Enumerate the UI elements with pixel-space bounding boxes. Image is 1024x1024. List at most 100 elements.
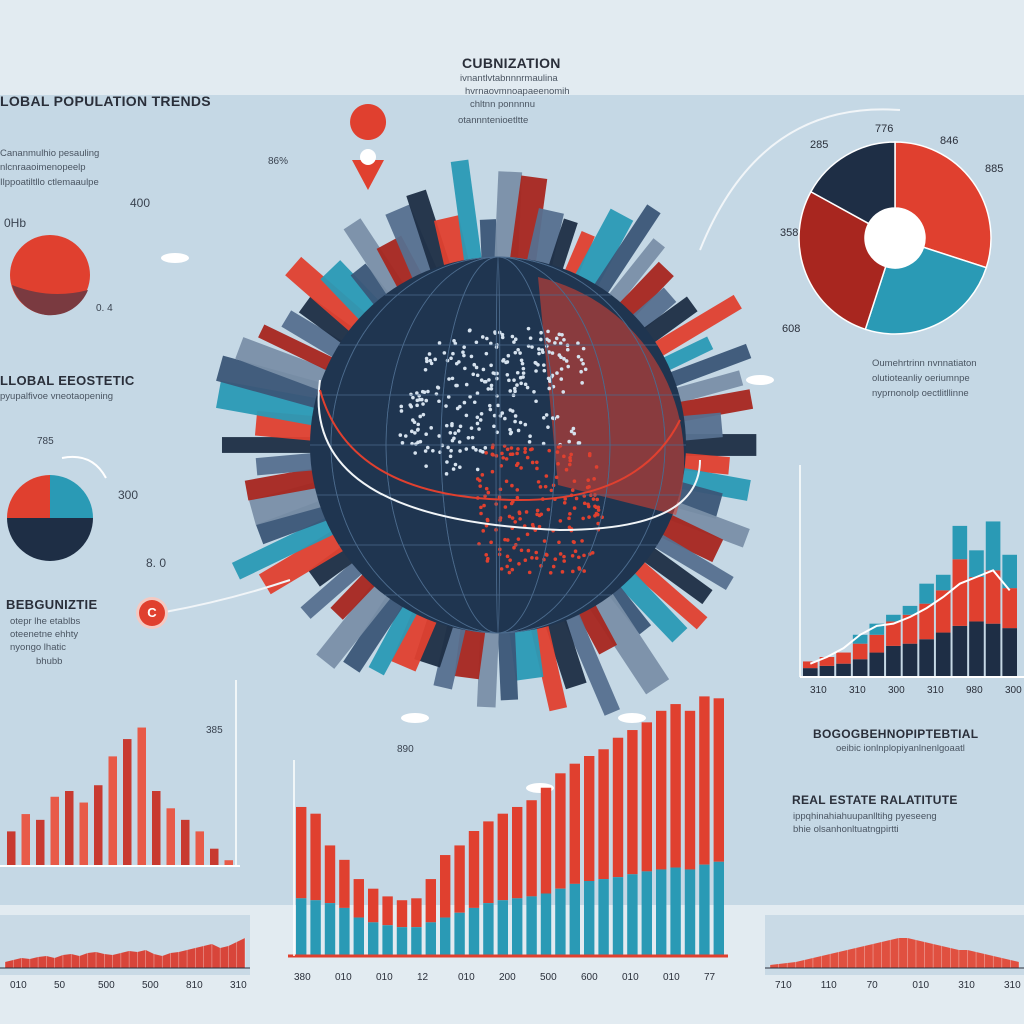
center-bar-teal xyxy=(555,888,566,956)
globe-dot xyxy=(587,515,591,519)
skyline-building xyxy=(343,593,405,673)
pin-icon xyxy=(352,160,384,190)
bottom-left-area-strip: 010 50 500 500 810 310 xyxy=(0,938,250,991)
globe-dot xyxy=(562,454,566,459)
pie-connector xyxy=(61,456,107,479)
real-blurb-1: ippqhinahiahuupanlltihg pyeseeng xyxy=(793,811,937,822)
globe-dot xyxy=(510,567,515,572)
center-bar-red xyxy=(411,898,422,928)
globe-dot xyxy=(582,553,586,558)
globe-dot xyxy=(562,337,566,342)
globe-dot xyxy=(544,413,549,417)
globe-dot xyxy=(554,336,559,341)
globe-dot xyxy=(534,369,538,373)
globe-dot xyxy=(515,488,520,492)
globe-dot xyxy=(519,358,524,363)
globe-dot xyxy=(470,435,475,440)
ecostat-title: LLOBAL EEOSTETIC xyxy=(0,373,135,388)
globe-dot xyxy=(571,426,576,431)
globe-dot xyxy=(433,357,437,362)
center-bar-red xyxy=(526,800,537,897)
right-blurb-2: olutioteanliy oeriumnpe xyxy=(872,373,970,384)
center-bar-red xyxy=(713,698,724,862)
skyline-building xyxy=(320,260,381,322)
globe-dot xyxy=(518,517,522,521)
center-bar-teal xyxy=(368,922,379,956)
globe-dot xyxy=(452,338,456,343)
skyline-building xyxy=(677,467,751,501)
globe-dot xyxy=(525,455,530,460)
right-bar-segment xyxy=(852,634,868,644)
planet-icon xyxy=(12,285,88,316)
skyline-building xyxy=(530,622,568,712)
center-bar-teal xyxy=(382,925,393,956)
globe-dot xyxy=(413,451,418,455)
globe-dot xyxy=(505,564,509,569)
globe-dot xyxy=(444,404,448,408)
top-blurb-3: chltnn ponnnnu xyxy=(470,99,535,110)
pie-slice xyxy=(7,475,50,518)
globe-dot xyxy=(559,367,564,371)
right-tick-label: 310 xyxy=(849,685,866,696)
skyline-building xyxy=(216,380,320,426)
globe-dot xyxy=(558,552,563,556)
globe-dot xyxy=(562,501,567,505)
globe-dot xyxy=(475,415,480,420)
globe-dot xyxy=(415,398,420,403)
globe-dot xyxy=(484,553,489,557)
skyline-building xyxy=(544,616,587,690)
orbit-line-red xyxy=(319,389,681,502)
globe-dot xyxy=(498,516,503,520)
center-bar-red xyxy=(440,855,451,918)
globe-dot xyxy=(455,383,459,388)
globe-dot xyxy=(458,424,463,429)
globe-dot xyxy=(546,425,550,429)
globe-dot xyxy=(461,350,465,355)
globe-dot xyxy=(442,351,447,355)
skyline-building xyxy=(255,452,316,476)
center-bar-red xyxy=(627,730,638,875)
right-bar-segment xyxy=(902,614,918,644)
skyline-building xyxy=(617,261,674,320)
skyline-building xyxy=(300,560,365,619)
skyline-building xyxy=(682,434,757,456)
cloud-icon xyxy=(161,253,189,263)
globe-dot xyxy=(567,439,571,444)
right-bar-segment xyxy=(803,668,818,677)
globe-dot xyxy=(546,329,550,334)
globe-dot xyxy=(479,378,484,382)
right-trend-line xyxy=(809,569,1011,665)
right-bar-segment xyxy=(935,632,951,677)
globe-dot xyxy=(576,354,581,359)
globe-dot xyxy=(517,511,522,516)
globe-dot xyxy=(523,558,528,563)
strip-tick-label: 310 xyxy=(1004,980,1021,991)
globe-dot xyxy=(513,419,517,424)
skyline-building xyxy=(433,622,467,690)
right-bar-segment xyxy=(836,652,851,664)
globe-dot xyxy=(546,376,551,381)
skyline-building xyxy=(450,159,483,264)
globe-dot xyxy=(555,371,559,375)
top-blurb-1: ivnantlvtabnnnrmaulina xyxy=(460,73,558,84)
skyline-building xyxy=(673,370,744,404)
globe-dot xyxy=(525,385,530,390)
globe-dot xyxy=(409,429,414,434)
right-bar-segment xyxy=(886,645,901,677)
globe-dot xyxy=(457,404,462,409)
top-blurb-2: hvrnaovmnoapaeenomih xyxy=(465,86,570,97)
globe-dot xyxy=(515,495,520,500)
right-bar-segment xyxy=(952,525,968,560)
strip-tick-label: 810 xyxy=(186,980,203,991)
left-title: LOBAL POPULATION TRENDS xyxy=(0,93,211,109)
globe-dot xyxy=(551,564,556,569)
globe-dot xyxy=(424,432,428,436)
center-bar-teal xyxy=(526,896,537,956)
strip-tick-label: 310 xyxy=(958,980,975,991)
annot-80: 8. 0 xyxy=(146,556,167,570)
left-bar xyxy=(94,785,103,866)
center-bar-red xyxy=(584,756,595,881)
globe-dot xyxy=(425,359,429,364)
globe-dot xyxy=(485,336,489,341)
skyline-building xyxy=(330,572,378,620)
